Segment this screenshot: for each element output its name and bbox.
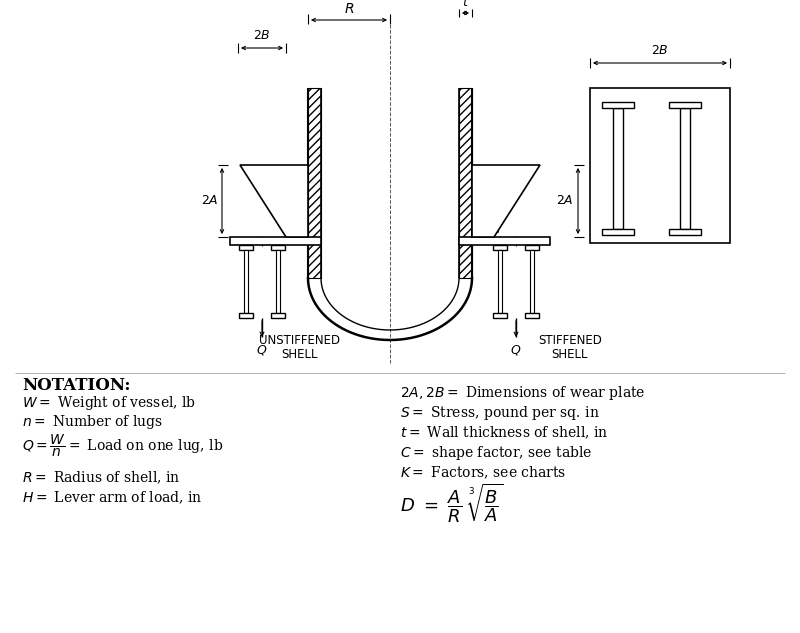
- Bar: [590, 88, 730, 243]
- Bar: [276, 250, 280, 313]
- Bar: [459, 237, 550, 245]
- Bar: [669, 102, 701, 108]
- Text: $2B$: $2B$: [253, 29, 271, 42]
- Bar: [308, 88, 321, 278]
- Text: NOTATION:: NOTATION:: [22, 377, 130, 394]
- Text: SHELL: SHELL: [282, 349, 318, 361]
- Bar: [459, 88, 472, 278]
- Bar: [239, 245, 253, 250]
- Text: $H$: $H$: [491, 223, 501, 235]
- Text: SHELL: SHELL: [552, 349, 588, 361]
- Text: $2A$: $2A$: [556, 194, 574, 208]
- Bar: [493, 313, 507, 318]
- Text: $2A$: $2A$: [202, 194, 219, 208]
- Bar: [244, 250, 248, 313]
- Bar: [230, 237, 321, 245]
- Text: $Q$: $Q$: [510, 343, 522, 357]
- Bar: [680, 108, 690, 229]
- Polygon shape: [240, 165, 308, 237]
- Bar: [271, 245, 285, 250]
- Text: $C = $ shape factor, see table: $C = $ shape factor, see table: [400, 444, 592, 462]
- Text: STIFFENED: STIFFENED: [538, 334, 602, 348]
- Bar: [498, 250, 502, 313]
- Text: $t = $ Wall thickness of shell, in: $t = $ Wall thickness of shell, in: [400, 425, 609, 441]
- Bar: [525, 313, 539, 318]
- Bar: [602, 229, 634, 235]
- Bar: [525, 245, 539, 250]
- Text: $D \ = \ \dfrac{A}{R} \ \sqrt[3]{\dfrac{B}{A}}$: $D \ = \ \dfrac{A}{R} \ \sqrt[3]{\dfrac{…: [400, 482, 503, 525]
- Bar: [271, 313, 285, 318]
- Bar: [239, 313, 253, 318]
- Polygon shape: [472, 165, 540, 237]
- Text: $t$: $t$: [462, 0, 469, 9]
- Text: $n = $ Number of lugs: $n = $ Number of lugs: [22, 413, 163, 431]
- Text: $H$: $H$: [282, 223, 292, 235]
- Bar: [613, 108, 623, 229]
- Text: $K = $ Factors, see charts: $K = $ Factors, see charts: [400, 465, 566, 481]
- Text: $W = $ Weight of vessel, lb: $W = $ Weight of vessel, lb: [22, 394, 196, 412]
- Text: $2B$: $2B$: [651, 44, 669, 57]
- Bar: [602, 102, 634, 108]
- Text: $R = $ Radius of shell, in: $R = $ Radius of shell, in: [22, 470, 181, 486]
- Text: $R$: $R$: [344, 2, 354, 16]
- Text: $Q = \dfrac{W}{n} = $ Load on one lug, lb: $Q = \dfrac{W}{n} = $ Load on one lug, l…: [22, 433, 223, 459]
- Text: UNSTIFFENED: UNSTIFFENED: [259, 334, 341, 348]
- Text: $2A, 2B = $ Dimensions of wear plate: $2A, 2B = $ Dimensions of wear plate: [400, 384, 646, 402]
- Text: $H = $ Lever arm of load, in: $H = $ Lever arm of load, in: [22, 490, 202, 506]
- Text: $Q$: $Q$: [256, 343, 268, 357]
- Bar: [530, 250, 534, 313]
- Bar: [493, 245, 507, 250]
- Text: $S = $ Stress, pound per sq. in: $S = $ Stress, pound per sq. in: [400, 404, 600, 422]
- Bar: [669, 229, 701, 235]
